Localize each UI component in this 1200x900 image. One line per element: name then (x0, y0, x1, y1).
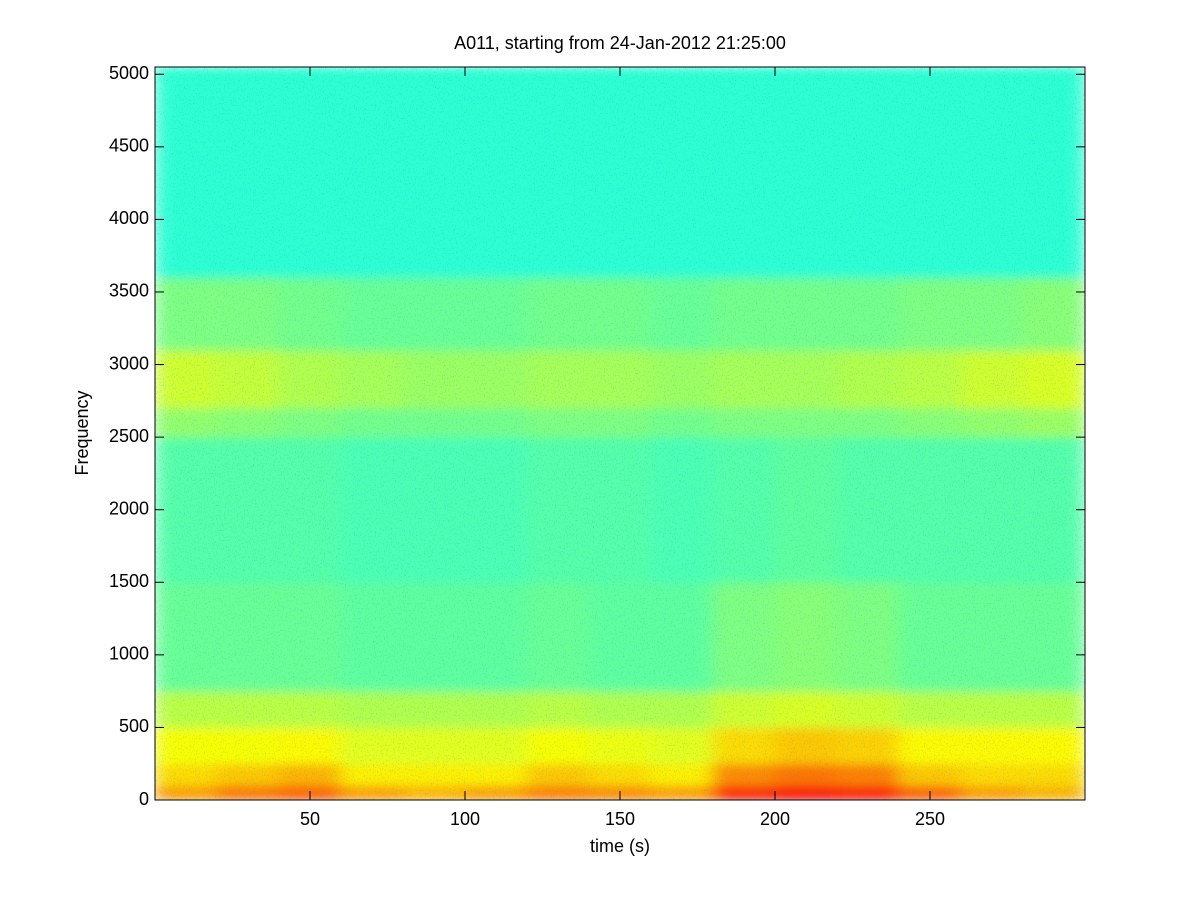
x-axis-label: time (s) (590, 836, 650, 856)
y-tick-label: 4500 (109, 136, 149, 156)
y-tick-label: 3500 (109, 281, 149, 301)
x-tick-label: 100 (450, 809, 480, 829)
y-tick-label: 3000 (109, 353, 149, 373)
x-tick-label: 50 (300, 809, 320, 829)
axes: 50 100 150 200 25005001000150020002500300035… (109, 63, 1085, 829)
y-tick-label: 4000 (109, 208, 149, 228)
plot-frame (154, 66, 1086, 801)
y-tick-label: 5000 (109, 63, 149, 83)
y-tick-label: 0 (139, 789, 149, 809)
y-tick-label: 1500 (109, 571, 149, 591)
noise-texture (155, 67, 1085, 800)
y-tick-label: 2000 (109, 498, 149, 518)
x-tick-label: 150 (605, 809, 635, 829)
x-tick-label: 200 (760, 809, 790, 829)
y-axis-label: Frequency (72, 390, 92, 475)
y-tick-label: 2500 (109, 426, 149, 446)
x-tick-label: 250 (915, 809, 945, 829)
y-tick-label: 1000 (109, 644, 149, 664)
chart-title: A011, starting from 24-Jan-2012 21:25:00 (454, 33, 786, 53)
y-tick-label: 500 (119, 716, 149, 736)
